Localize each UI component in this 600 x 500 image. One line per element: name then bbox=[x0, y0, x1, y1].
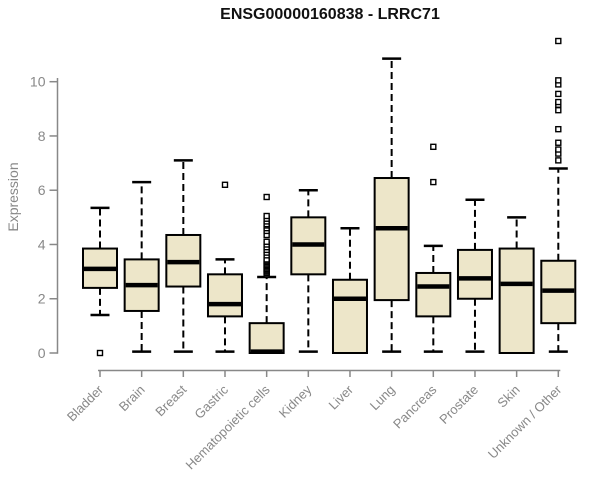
y-axis-tick-label: 0 bbox=[38, 345, 46, 361]
y-axis-tick-label: 4 bbox=[38, 236, 46, 252]
box bbox=[248, 322, 285, 355]
box bbox=[206, 273, 243, 318]
x-axis-category-label: Kidney bbox=[276, 382, 315, 421]
box bbox=[373, 177, 410, 302]
outlier-point bbox=[555, 157, 562, 164]
outlier-point bbox=[263, 238, 270, 245]
box bbox=[456, 248, 493, 300]
y-axis-tick-label: 2 bbox=[38, 291, 46, 307]
outlier-point bbox=[430, 178, 437, 186]
outlier-point bbox=[430, 143, 437, 151]
outlier-point bbox=[555, 106, 562, 114]
outlier-point bbox=[555, 125, 562, 133]
outlier-point bbox=[221, 181, 229, 188]
x-axis-category-label: Pancreas bbox=[390, 382, 440, 432]
outlier-point bbox=[555, 139, 562, 146]
outlier-point bbox=[555, 37, 562, 45]
x-axis-category-label: Prostate bbox=[436, 382, 481, 427]
box bbox=[415, 271, 452, 318]
x-axis-category-label: Unknown / Other bbox=[485, 382, 565, 462]
chart-title: ENSG00000160838 - LRRC71 bbox=[220, 6, 440, 23]
y-axis-tick-label: 8 bbox=[38, 128, 46, 144]
x-axis-category-label: Lung bbox=[367, 382, 398, 413]
outlier-point bbox=[263, 193, 270, 201]
outlier-point bbox=[555, 146, 562, 153]
outlier-point bbox=[96, 349, 104, 357]
x-axis-category-label: Brain bbox=[116, 382, 148, 414]
x-axis-category-label: Bladder bbox=[64, 382, 107, 425]
outlier-point bbox=[263, 212, 270, 220]
box bbox=[331, 278, 368, 354]
outlier-point bbox=[555, 98, 562, 106]
outlier-point bbox=[555, 90, 562, 98]
x-axis-category-label: Gastric bbox=[191, 382, 231, 422]
y-axis-tick-label: 6 bbox=[38, 182, 46, 198]
x-axis-category-label: Liver bbox=[326, 382, 357, 413]
x-axis-category-label: Skin bbox=[494, 382, 522, 410]
x-axis-category-label: Breast bbox=[152, 382, 189, 419]
y-axis-tick-label: 10 bbox=[30, 74, 46, 90]
outlier-point bbox=[555, 77, 562, 84]
box bbox=[498, 247, 535, 354]
